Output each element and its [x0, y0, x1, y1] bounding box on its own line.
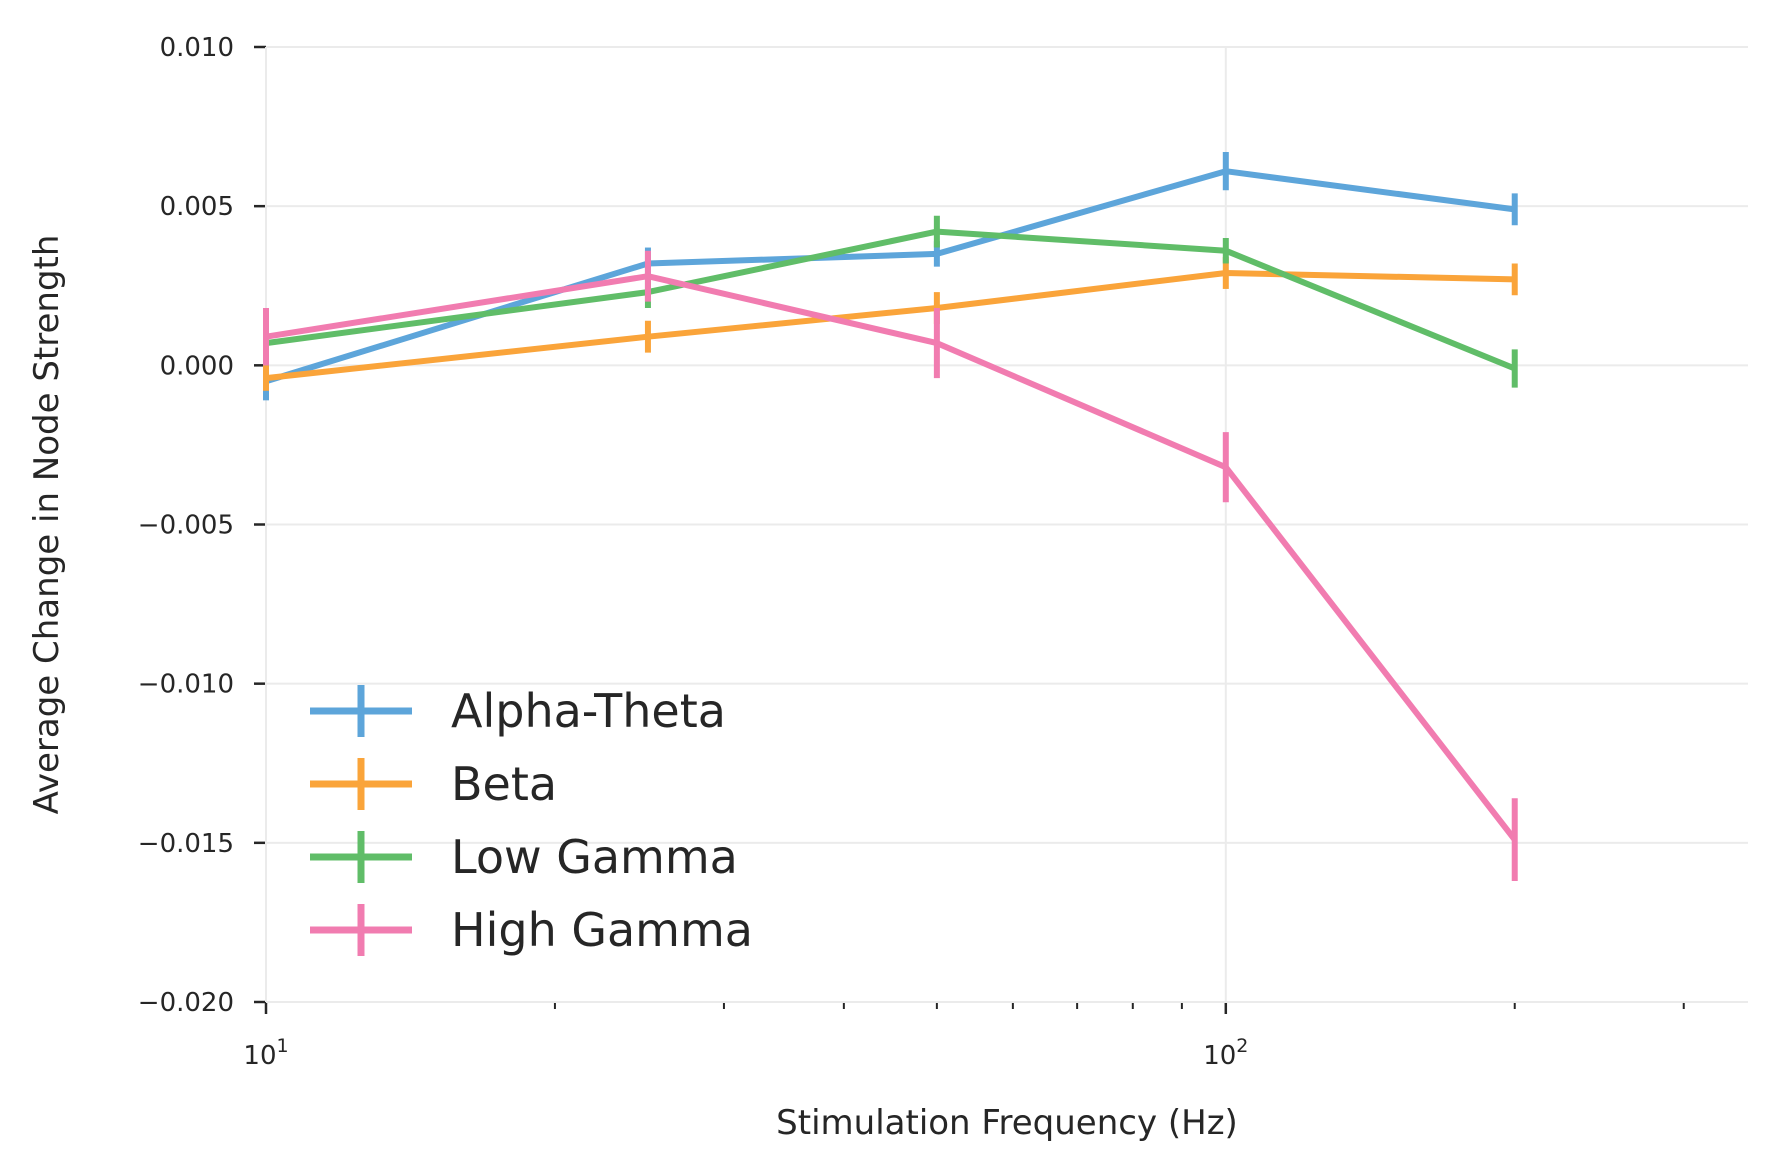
series-layer [263, 152, 1518, 882]
axes: 0.010 0.005 0.000 −0.005 −0.010 −0.015 −0.020 1… [138, 33, 1748, 1071]
legend: Alpha-Theta Beta Low Gamma High Gamma [310, 684, 753, 957]
y-axis-label: Average Change in Node Strength [27, 235, 67, 815]
x-tick-label-base: 10 [1203, 1041, 1236, 1071]
series-line [265, 228, 1516, 372]
series-low-gamma [263, 215, 1518, 388]
series-high-gamma [263, 250, 1518, 882]
x-tick-label-exponent: 2 [1236, 1035, 1248, 1057]
legend-label: Low Gamma [451, 830, 738, 884]
legend-label: Beta [451, 757, 557, 811]
y-tick-label: 0.000 [160, 351, 234, 381]
legend-label: Alpha-Theta [451, 684, 726, 738]
legend-label: High Gamma [451, 903, 753, 957]
x-tick-label-base: 10 [243, 1041, 276, 1071]
y-tick-label: 0.010 [160, 33, 234, 63]
y-tick-label: −0.020 [138, 988, 234, 1018]
y-tick-label: −0.010 [138, 670, 234, 700]
y-tick-label: 0.005 [160, 192, 234, 222]
x-tick-label: 102 [1203, 1035, 1248, 1071]
x-axis-label: Stimulation Frequency (Hz) [776, 1103, 1238, 1143]
x-tick-label: 101 [243, 1035, 288, 1071]
y-tick-label: −0.015 [138, 829, 234, 859]
x-tick-label-exponent: 1 [277, 1035, 289, 1057]
y-tick-label: −0.005 [138, 511, 234, 541]
